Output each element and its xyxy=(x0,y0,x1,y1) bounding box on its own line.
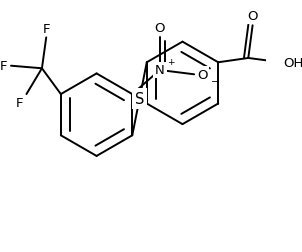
Text: N: N xyxy=(155,64,165,77)
Text: OH: OH xyxy=(284,56,302,70)
Text: O: O xyxy=(198,69,208,81)
Text: F: F xyxy=(43,23,50,36)
Text: F: F xyxy=(15,97,23,109)
Text: O: O xyxy=(155,22,165,35)
Text: F: F xyxy=(0,60,8,73)
Text: −: − xyxy=(211,77,220,87)
Text: S: S xyxy=(135,92,144,107)
Text: O: O xyxy=(247,10,258,23)
Text: +: + xyxy=(167,58,174,67)
